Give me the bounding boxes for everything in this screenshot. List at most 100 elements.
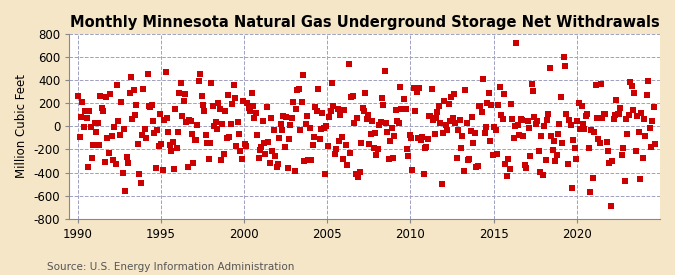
Point [446, 94, 457, 99]
Point [428, 118, 439, 122]
Point [231, 144, 242, 148]
Point [362, 113, 373, 117]
Point [403, 154, 414, 158]
Point [421, 144, 432, 149]
Point [369, 146, 379, 150]
Point [529, 115, 540, 119]
Point [516, 118, 527, 122]
Point [138, 87, 148, 92]
Point [612, 112, 623, 116]
Point [408, 86, 419, 90]
Point [223, 93, 234, 98]
Point [572, 118, 583, 123]
Point [597, 116, 608, 120]
Point [583, 146, 594, 150]
Point [306, 158, 317, 162]
Point [170, 107, 181, 111]
Point [344, 62, 354, 66]
Point [294, 86, 304, 91]
Point [249, 116, 260, 120]
Point [94, 143, 105, 147]
Point [188, 161, 198, 165]
Point [300, 122, 311, 126]
Point [135, 181, 146, 185]
Point [99, 160, 110, 164]
Point [504, 167, 515, 171]
Point [393, 121, 404, 125]
Point [161, 116, 172, 120]
Point [537, 172, 548, 177]
Point [625, 80, 636, 84]
Point [371, 152, 382, 157]
Point [327, 81, 338, 85]
Point [382, 129, 393, 134]
Point [131, 102, 142, 107]
Point [553, 132, 564, 136]
Point [254, 147, 265, 152]
Point [267, 149, 278, 154]
Point [601, 140, 612, 145]
Point [256, 145, 267, 149]
Point [600, 111, 611, 116]
Point [207, 104, 218, 108]
Point [342, 163, 352, 167]
Point [545, 134, 556, 138]
Point [594, 141, 605, 145]
Point [340, 143, 351, 147]
Point [298, 73, 308, 77]
Point [387, 156, 398, 161]
Point [196, 94, 207, 98]
Point [575, 127, 586, 131]
Point [496, 112, 507, 117]
Point [383, 157, 394, 161]
Point [452, 156, 462, 160]
Point [381, 120, 392, 125]
Point [76, 115, 86, 119]
Point [458, 169, 469, 173]
Point [404, 133, 415, 137]
Point [435, 120, 446, 125]
Point [395, 84, 406, 89]
Point [130, 113, 140, 118]
Point [500, 162, 511, 166]
Point [578, 122, 589, 126]
Point [167, 140, 178, 144]
Point [277, 128, 288, 133]
Point [219, 152, 230, 157]
Point [140, 126, 151, 131]
Point [361, 117, 372, 122]
Point [427, 87, 437, 91]
Point [211, 127, 222, 131]
Point [123, 161, 134, 165]
Point [244, 106, 254, 111]
Point [270, 154, 281, 158]
Point [608, 117, 619, 122]
Point [148, 119, 159, 123]
Point [88, 143, 99, 147]
Point [91, 130, 102, 134]
Point [566, 186, 577, 190]
Point [106, 134, 117, 138]
Point [292, 88, 303, 92]
Point [210, 120, 221, 124]
Point [607, 159, 618, 164]
Point [189, 137, 200, 142]
Point [582, 112, 593, 116]
Point [629, 91, 640, 95]
Point [182, 165, 193, 170]
Point [392, 119, 402, 123]
Point [425, 114, 436, 119]
Point [626, 84, 637, 89]
Point [494, 85, 505, 90]
Point [198, 103, 209, 107]
Point [514, 133, 524, 138]
Point [111, 82, 122, 87]
Point [483, 90, 494, 95]
Point [149, 131, 160, 136]
Point [203, 157, 214, 161]
Point [245, 109, 256, 113]
Point [554, 121, 565, 126]
Point [506, 102, 516, 106]
Point [329, 152, 340, 156]
Point [619, 178, 630, 183]
